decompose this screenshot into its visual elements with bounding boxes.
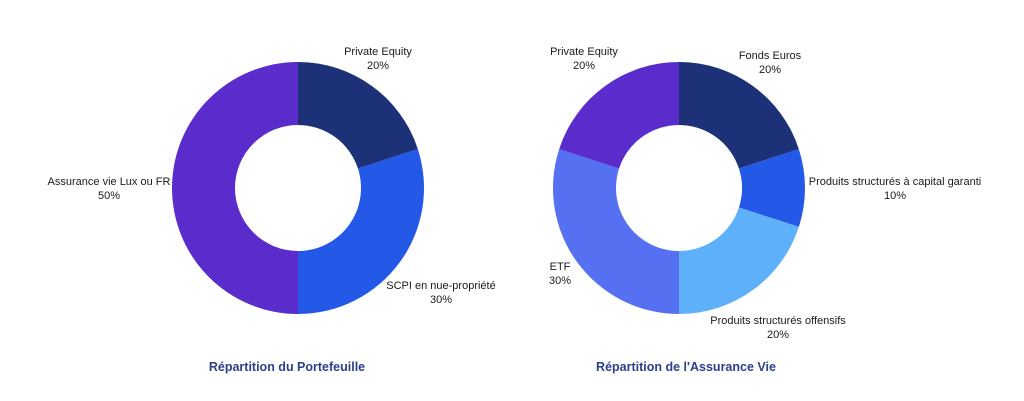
slice-label-scpi-en-nue-propriete: SCPI en nue-propriété: [386, 280, 495, 292]
slice-value-fonds-euros: 20%: [759, 64, 781, 76]
slice-value-assurance-vie-lux-ou-fr: 50%: [98, 190, 120, 202]
life-insurance-chart-title: Répartition de l'Assurance Vie: [596, 360, 776, 374]
slice-fonds-euros: [679, 62, 799, 169]
slice-label-produits-structures-offensifs: Produits structurés offensifs: [710, 315, 846, 327]
slice-produits-structures-offensifs: [679, 207, 799, 314]
slice-value-private-equity: 20%: [367, 60, 389, 72]
portfolio-donut-chart: Private Equity 20% SCPI en nue-propriété 30…: [48, 46, 496, 314]
slice-label-private-equity: Private Equity: [550, 46, 618, 58]
slice-label-private-equity: Private Equity: [344, 46, 412, 58]
slice-label-fonds-euros: Fonds Euros: [739, 50, 802, 62]
slice-private-equity: [298, 62, 418, 169]
slice-private-equity: [559, 62, 679, 169]
slice-label-etf: ETF: [550, 261, 571, 273]
slice-value-scpi-en-nue-propriete: 30%: [430, 294, 452, 306]
slice-produits-structures-a-capital-garanti: [738, 149, 806, 227]
life-insurance-donut-chart: Fonds Euros 20% Produits structurés à capi…: [549, 46, 981, 341]
slice-etf: [552, 149, 679, 314]
slice-value-etf: 30%: [549, 275, 571, 287]
slice-assurance-vie-lux-ou-fr: [172, 62, 298, 314]
portfolio-chart-title: Répartition du Portefeuille: [209, 360, 365, 374]
slice-value-produits-structures-a-capital-garanti: 10%: [884, 190, 906, 202]
slice-value-private-equity: 20%: [573, 60, 595, 72]
slice-label-assurance-vie-lux-ou-fr: Assurance vie Lux ou FR: [48, 176, 171, 188]
slice-label-produits-structures-a-capital-garanti: Produits structurés à capital garanti: [809, 176, 981, 188]
slice-value-produits-structures-offensifs: 20%: [767, 329, 789, 341]
slice-scpi-en-nue-propriete: [298, 149, 424, 314]
